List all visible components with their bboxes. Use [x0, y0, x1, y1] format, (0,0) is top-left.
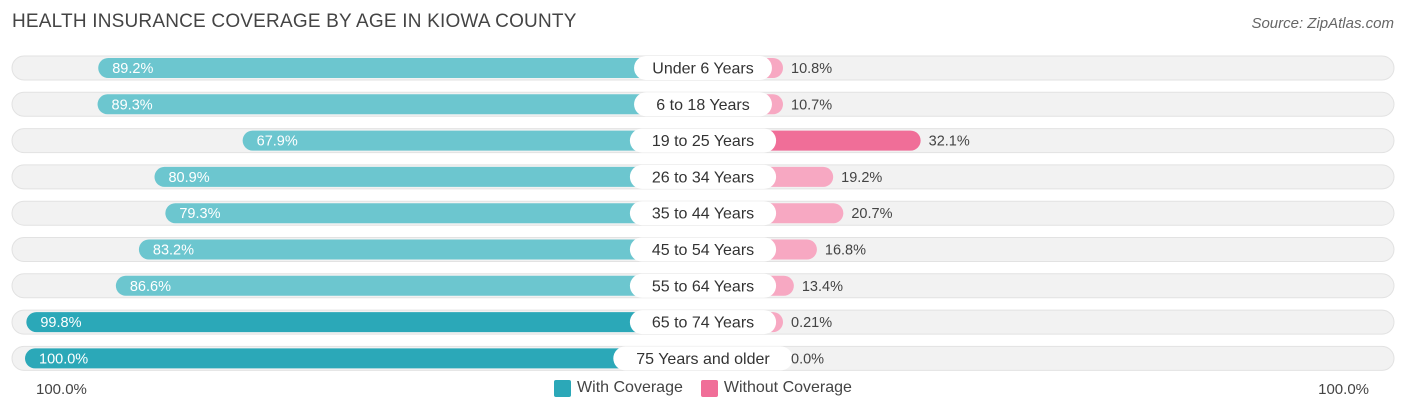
legend-item-with-coverage[interactable]: With Coverage — [554, 379, 683, 397]
with-coverage-value-label: 67.9% — [257, 134, 298, 150]
category-label: 45 to 54 Years — [652, 242, 754, 259]
category-label: 6 to 18 Years — [656, 97, 749, 114]
legend-label-without-coverage: Without Coverage — [724, 379, 852, 397]
with-coverage-value-label: 79.3% — [179, 206, 220, 222]
legend: With Coverage Without Coverage — [0, 379, 1406, 397]
category-label: 19 to 25 Years — [652, 133, 754, 150]
legend-item-without-coverage[interactable]: Without Coverage — [701, 379, 852, 397]
without-coverage-value-label: 20.7% — [851, 206, 892, 222]
chart-area: Under 6 Years 89.2% 10.8% 6 to 18 Years 89.3… — [0, 0, 1406, 375]
without-coverage-value-label: 13.4% — [802, 279, 843, 295]
with-coverage-bar — [165, 203, 703, 223]
without-coverage-value-label: 19.2% — [841, 170, 882, 186]
with-coverage-value-label: 99.8% — [40, 315, 81, 331]
with-coverage-bar — [154, 167, 703, 187]
legend-label-with-coverage: With Coverage — [577, 379, 683, 397]
with-coverage-value-label: 89.2% — [112, 61, 153, 77]
with-coverage-bar — [25, 348, 703, 368]
legend-swatch-without-coverage — [701, 380, 718, 397]
with-coverage-bar — [98, 94, 703, 114]
with-coverage-value-label: 89.3% — [112, 97, 153, 113]
legend-swatch-with-coverage — [554, 380, 571, 397]
without-coverage-value-label: 0.0% — [791, 351, 824, 367]
with-coverage-bar — [26, 312, 703, 332]
category-label: 65 to 74 Years — [652, 315, 754, 332]
category-label: 75 Years and older — [636, 351, 770, 368]
with-coverage-value-label: 86.6% — [130, 279, 171, 295]
with-coverage-value-label: 83.2% — [153, 243, 194, 259]
category-label: Under 6 Years — [652, 61, 753, 78]
with-coverage-value-label: 80.9% — [168, 170, 209, 186]
with-coverage-value-label: 100.0% — [39, 351, 88, 367]
with-coverage-bar — [116, 276, 703, 296]
with-coverage-bar — [98, 58, 703, 78]
category-label: 35 to 44 Years — [652, 206, 754, 223]
without-coverage-value-label: 10.7% — [791, 97, 832, 113]
without-coverage-value-label: 32.1% — [929, 134, 970, 150]
category-label: 55 to 64 Years — [652, 278, 754, 295]
without-coverage-value-label: 10.8% — [791, 61, 832, 77]
with-coverage-bar — [139, 240, 703, 260]
category-label: 26 to 34 Years — [652, 169, 754, 186]
without-coverage-value-label: 0.21% — [791, 315, 832, 331]
without-coverage-value-label: 16.8% — [825, 243, 866, 259]
